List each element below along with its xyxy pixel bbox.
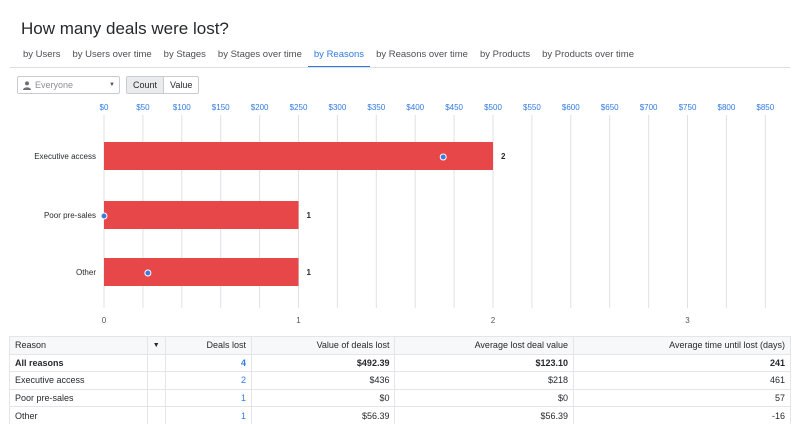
table-row: Poor pre-sales 1 $0 $0 57	[9, 388, 791, 408]
deals-lost-link[interactable]: 2	[241, 375, 247, 386]
spacer-cell	[146, 406, 166, 424]
count-option[interactable]: Count	[127, 77, 165, 93]
reason-cell: Other	[9, 406, 148, 424]
reason-cell: All reasons	[9, 353, 148, 373]
data-label: 1	[307, 268, 312, 277]
value-dot	[100, 212, 108, 220]
avg-time-cell: 241	[573, 353, 791, 373]
value-lost-cell: $492.39	[251, 353, 396, 373]
tab-by-stages-over-time[interactable]: by Stages over time	[217, 49, 302, 60]
top-axis-tick-label: $550	[523, 103, 541, 112]
top-axis-tick-label: $400	[406, 103, 424, 112]
avg-time-cell: 461	[573, 371, 791, 390]
col-avg-value[interactable]: Average lost deal value	[394, 336, 574, 355]
category-label: Poor pre-sales	[44, 211, 96, 220]
tab-by-reasons-over-time[interactable]: by Reasons over time	[376, 49, 468, 60]
reason-cell: Executive access	[9, 371, 148, 390]
top-axis-tick-label: $200	[251, 103, 269, 112]
tabs-divider	[10, 67, 790, 68]
tab-by-stages[interactable]: by Stages	[163, 49, 206, 60]
top-axis-tick-label: $750	[679, 103, 697, 112]
table-row: Other 1 $56.39 $56.39 -16	[9, 406, 791, 424]
lost-reasons-chart: $0 $50 $100 $150 $200 $250 $300 $350 $400 $450 $50…	[34, 103, 775, 325]
top-axis-tick-label: $300	[329, 103, 347, 112]
top-axis-tick-label: $850	[756, 103, 774, 112]
user-filter-value: Everyone	[35, 80, 74, 90]
bar	[104, 142, 493, 170]
tab-by-products-over-time[interactable]: by Products over time	[542, 49, 634, 60]
value-option[interactable]: Value	[170, 80, 193, 90]
avg-time-cell: 57	[573, 388, 791, 408]
user-filter-select[interactable]: Everyone ▼	[17, 76, 120, 94]
value-dot	[144, 269, 152, 277]
spacer-cell	[146, 371, 166, 390]
chevron-down-icon: ▼	[109, 82, 115, 88]
value-lost-cell: $436	[251, 371, 396, 390]
avg-value-cell: $218	[394, 371, 574, 390]
deals-lost-link[interactable]: 1	[241, 410, 247, 421]
sort-desc-icon[interactable]: ▼	[146, 336, 166, 355]
bottom-axis-tick-label: 2	[491, 316, 496, 325]
deals-lost-link[interactable]: 4	[241, 357, 247, 368]
report-tabs: by Users by Users over time by Stages by St…	[17, 43, 800, 68]
col-value-lost[interactable]: Value of deals lost	[251, 336, 396, 355]
avg-value-cell: $56.39	[394, 406, 574, 424]
top-axis-tick-label: $350	[367, 103, 385, 112]
page-title: How many deals were lost?	[21, 19, 229, 38]
spacer-cell	[146, 388, 166, 408]
bottom-axis-tick-label: 3	[685, 316, 690, 325]
value-lost-cell: $0	[251, 388, 396, 408]
deals-lost-link[interactable]: 1	[241, 393, 247, 404]
bar	[104, 201, 299, 229]
user-icon	[23, 80, 31, 90]
category-label: Executive access	[34, 152, 96, 161]
top-axis-tick-label: $700	[640, 103, 658, 112]
tab-by-reasons[interactable]: by Reasons	[307, 43, 371, 68]
bottom-axis-tick-label: 1	[296, 316, 301, 325]
count-value-toggle: Count Value	[126, 76, 200, 94]
avg-value-cell: $123.10	[394, 353, 574, 373]
deals-lost-cell: 4	[164, 353, 253, 373]
col-reason[interactable]: Reason	[9, 336, 148, 355]
deals-lost-cell: 1	[164, 388, 253, 408]
top-axis-tick-label: $50	[136, 103, 150, 112]
reasons-table: Reason ▼ Deals lost Value of deals lost …	[9, 336, 791, 424]
bar	[104, 258, 299, 286]
deals-lost-cell: 1	[164, 406, 253, 424]
top-axis-tick-label: $800	[718, 103, 736, 112]
data-label: 2	[501, 152, 506, 161]
top-axis-tick-label: $150	[212, 103, 230, 112]
col-deals-lost[interactable]: Deals lost	[164, 336, 253, 355]
tab-by-users[interactable]: by Users	[23, 49, 61, 60]
table-row: Executive access 2 $436 $218 461	[9, 371, 791, 390]
tab-by-products[interactable]: by Products	[479, 49, 531, 60]
top-axis-tick-label: $100	[173, 103, 191, 112]
category-label: Other	[76, 268, 96, 277]
avg-value-cell: $0	[394, 388, 574, 408]
top-axis-tick-label: $450	[445, 103, 463, 112]
bottom-axis-tick-label: 0	[102, 316, 107, 325]
table-row: All reasons 4 $492.39 $123.10 241	[9, 353, 791, 373]
top-axis-tick-label: $500	[484, 103, 502, 112]
top-axis-tick-label: $650	[601, 103, 619, 112]
data-label: 1	[307, 211, 312, 220]
value-dot	[439, 153, 447, 161]
reason-cell: Poor pre-sales	[9, 388, 148, 408]
top-axis-tick-label: $600	[562, 103, 580, 112]
deals-lost-cell: 2	[164, 371, 253, 390]
value-lost-cell: $56.39	[251, 406, 396, 424]
avg-time-cell: -16	[573, 406, 791, 424]
col-avg-time[interactable]: Average time until lost (days)	[573, 336, 791, 355]
top-axis-tick-label: $0	[100, 103, 109, 112]
tab-by-users-over-time[interactable]: by Users over time	[72, 49, 152, 60]
spacer-cell	[146, 353, 166, 373]
top-axis-tick-label: $250	[290, 103, 308, 112]
table-header-row: Reason ▼ Deals lost Value of deals lost …	[9, 336, 791, 355]
